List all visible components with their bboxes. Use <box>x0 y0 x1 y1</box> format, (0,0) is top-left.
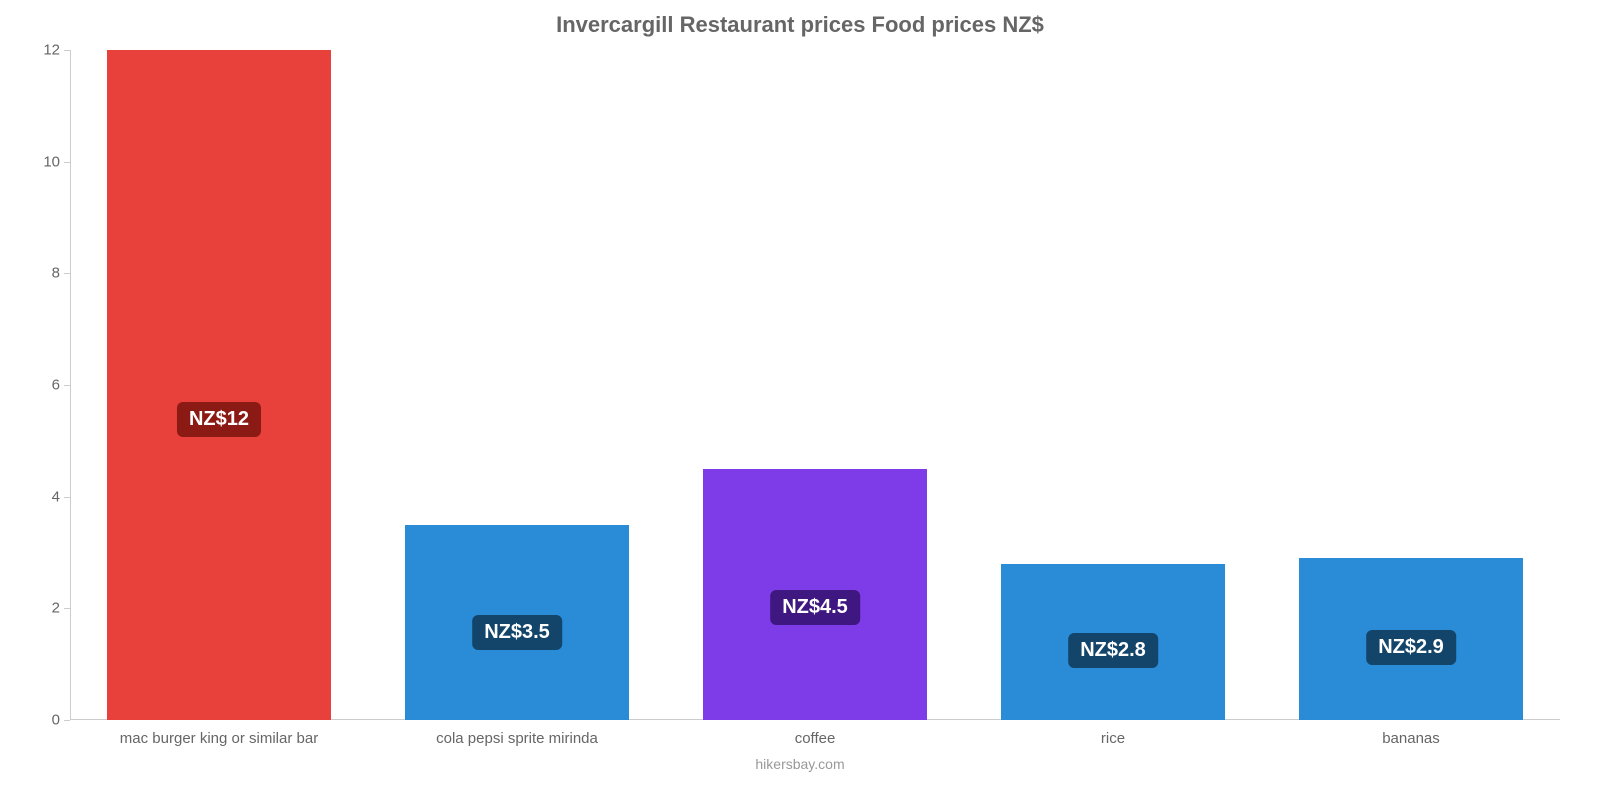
bar: NZ$4.5 <box>703 469 927 720</box>
x-tick-label: mac burger king or similar bar <box>120 720 318 747</box>
y-tick-mark <box>64 162 70 163</box>
plot-area: 024681012NZ$12mac burger king or similar… <box>70 50 1560 720</box>
y-tick-mark <box>64 50 70 51</box>
y-axis <box>70 50 71 720</box>
bar: NZ$12 <box>107 50 331 720</box>
source-label: hikersbay.com <box>755 756 844 772</box>
bar-value-badge: NZ$2.9 <box>1366 630 1456 665</box>
y-tick-mark <box>64 608 70 609</box>
y-tick-mark <box>64 497 70 498</box>
chart-title: Invercargill Restaurant prices Food pric… <box>30 0 1570 46</box>
x-tick-label: rice <box>1101 720 1125 747</box>
bar-value-badge: NZ$3.5 <box>472 615 562 650</box>
y-tick-mark <box>64 385 70 386</box>
bar: NZ$3.5 <box>405 525 629 720</box>
bar: NZ$2.9 <box>1299 558 1523 720</box>
bar-value-badge: NZ$12 <box>177 402 261 437</box>
bar-value-badge: NZ$4.5 <box>770 590 860 625</box>
bar-value-badge: NZ$2.8 <box>1068 633 1158 668</box>
x-tick-label: cola pepsi sprite mirinda <box>436 720 598 747</box>
x-tick-label: coffee <box>795 720 836 747</box>
y-tick-mark <box>64 273 70 274</box>
bar: NZ$2.8 <box>1001 564 1225 720</box>
price-bar-chart: Invercargill Restaurant prices Food pric… <box>30 0 1570 800</box>
x-tick-label: bananas <box>1382 720 1440 747</box>
y-tick-mark <box>64 720 70 721</box>
